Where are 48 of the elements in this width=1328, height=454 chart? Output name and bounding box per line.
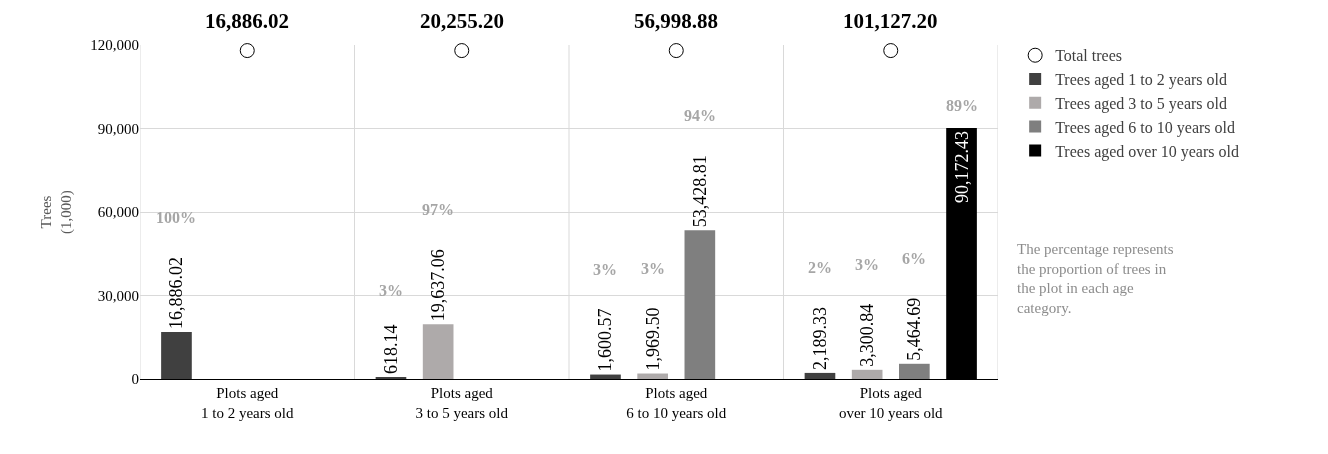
bar: [590, 374, 621, 379]
bar: [684, 230, 716, 379]
annotation: 2%: [808, 259, 832, 276]
legend-label: Trees aged 3 to 5 years old: [1055, 95, 1227, 114]
legend-label: Trees aged 6 to 10 years old: [1055, 118, 1235, 137]
annotation: 3%: [593, 261, 617, 278]
annotation: 6%: [902, 250, 926, 267]
text: 101,127.20: [843, 9, 938, 33]
bar: [851, 369, 883, 379]
x-tick-label: Plots aged 1 to 2 years old: [201, 385, 294, 421]
y-axis-title: Trees (1,000): [38, 190, 75, 234]
legend-label: Trees aged over 10 years old: [1055, 142, 1239, 161]
data-label: 19,637.06: [428, 249, 449, 322]
annotation: 100%: [156, 209, 196, 226]
text: The percentage represents the proportion of trees in the plot in each age category.: [1017, 241, 1174, 316]
annotation: 97%: [422, 201, 454, 218]
y-tick-label: 30,000: [97, 287, 139, 304]
y-tick-label: 60,000: [97, 204, 139, 221]
x-tick-label: Plots aged 3 to 5 years old: [415, 385, 509, 421]
data-label: 1,600.57: [595, 308, 616, 372]
bar: [637, 373, 668, 379]
bar: [161, 332, 192, 379]
y-tick-label: 90,000: [97, 120, 139, 137]
annotation: 3%: [855, 256, 879, 273]
bar: [899, 363, 930, 379]
annotation: 3%: [641, 260, 665, 277]
data-label: 1,969.50: [642, 307, 663, 371]
x-tick-label: Plots aged 6 to 10 years old: [626, 385, 727, 421]
data-label: 5,464.69: [904, 297, 925, 361]
annotation: 3%: [379, 282, 403, 299]
annotation: 89%: [946, 97, 978, 114]
data-label: 90,172.43: [951, 131, 972, 204]
legend-label: Total trees: [1055, 47, 1123, 65]
text: 56,998.88: [634, 9, 718, 33]
data-label: 16,886.02: [166, 257, 187, 329]
bar: [804, 372, 836, 379]
x-tick-label: Plots aged over 10 years old: [838, 385, 944, 421]
text: 20,255.20: [420, 9, 504, 33]
data-label: 3,300.84: [857, 303, 878, 367]
data-label: 53,428.81: [689, 155, 710, 228]
y-tick-label: 120,000: [90, 37, 139, 54]
data-label: 2,189.33: [809, 306, 830, 370]
data-label: 618.14: [380, 324, 401, 374]
text: 16,886.02: [205, 9, 289, 33]
y-tick-label: 0: [131, 371, 139, 388]
legend-label: Trees aged 1 to 2 years old: [1055, 71, 1227, 90]
annotation: 94%: [684, 107, 716, 124]
bar: [422, 324, 454, 379]
